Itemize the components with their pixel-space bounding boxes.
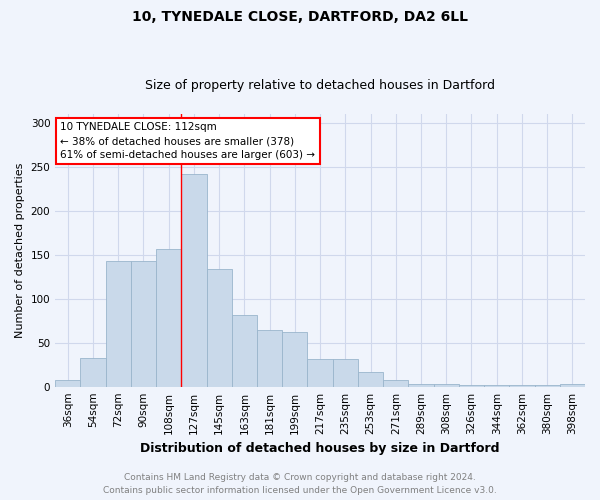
Bar (560, 384, 585, 386)
Bar (332, 360, 358, 386)
Bar (131, 261, 156, 386)
Bar (358, 372, 383, 386)
Bar (206, 269, 232, 386)
Bar (181, 174, 206, 386)
Bar (434, 384, 459, 386)
Bar (484, 385, 509, 386)
Bar (106, 261, 131, 386)
Bar (282, 332, 307, 386)
Text: 10 TYNEDALE CLOSE: 112sqm
← 38% of detached houses are smaller (378)
61% of semi: 10 TYNEDALE CLOSE: 112sqm ← 38% of detac… (61, 122, 316, 160)
Bar (232, 314, 257, 386)
Bar (80, 358, 106, 386)
Bar (156, 248, 181, 386)
Y-axis label: Number of detached properties: Number of detached properties (15, 162, 25, 338)
Bar (409, 384, 434, 386)
Bar (55, 380, 80, 386)
Bar (459, 385, 484, 386)
Bar (257, 330, 282, 386)
Text: 10, TYNEDALE CLOSE, DARTFORD, DA2 6LL: 10, TYNEDALE CLOSE, DARTFORD, DA2 6LL (132, 10, 468, 24)
Title: Size of property relative to detached houses in Dartford: Size of property relative to detached ho… (145, 79, 495, 92)
Text: Contains HM Land Registry data © Crown copyright and database right 2024.
Contai: Contains HM Land Registry data © Crown c… (103, 474, 497, 495)
Bar (383, 380, 409, 386)
X-axis label: Distribution of detached houses by size in Dartford: Distribution of detached houses by size … (140, 442, 500, 455)
Bar (307, 360, 332, 386)
Bar (509, 385, 535, 386)
Bar (535, 385, 560, 386)
